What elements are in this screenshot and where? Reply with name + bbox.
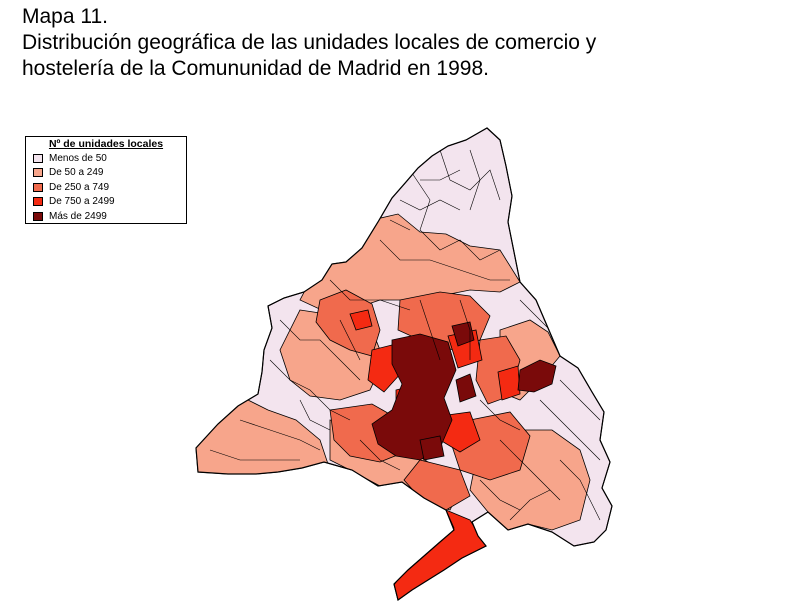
- legend-swatch: [33, 211, 43, 221]
- legend-swatch: [33, 197, 43, 207]
- legend-item: De 750 a 2499: [26, 195, 186, 210]
- legend-label: De 250 a 749: [49, 181, 110, 193]
- legend-item: De 250 a 749: [26, 180, 186, 195]
- legend-item: De 50 a 249: [26, 166, 186, 181]
- legend-label: Menos de 50: [49, 152, 107, 164]
- legend-title: Nº de unidades locales: [48, 138, 164, 150]
- legend-swatch: [33, 182, 43, 192]
- zone-750-2499-tail: [389, 509, 487, 600]
- legend-label: De 750 a 2499: [49, 196, 115, 208]
- zone-more-2499-east: [517, 359, 557, 393]
- map-number: Mapa 11.: [22, 5, 108, 28]
- zone-750-2499-small: [349, 309, 373, 331]
- map-title: Mapa 11. Distribución geográfica de las …: [22, 4, 596, 82]
- zone-more-2499-center: [455, 373, 477, 403]
- legend-swatch: [33, 153, 43, 163]
- map-legend: Nº de unidades locales Menos de 50 De 50…: [25, 136, 187, 224]
- legend-swatch: [33, 168, 43, 178]
- zone-750-2499-east: [497, 365, 521, 401]
- zone-more-2499-southwest: [419, 435, 445, 461]
- legend-label: Más de 2499: [49, 210, 107, 222]
- legend-label: De 50 a 249: [49, 167, 104, 179]
- map-title-line-2: hostelería de la Comununidad de Madrid e…: [22, 57, 489, 80]
- legend-item: Más de 2499: [26, 209, 186, 224]
- zone-more-2499-northeast: [451, 321, 475, 347]
- municipal-boundaries: [209, 149, 601, 521]
- region-outline: [195, 127, 613, 602]
- legend-item: Menos de 50: [26, 151, 186, 166]
- map-title-line-1: Distribución geográfica de las unidades …: [22, 31, 597, 54]
- zone-more-2499-madrid: [371, 333, 457, 461]
